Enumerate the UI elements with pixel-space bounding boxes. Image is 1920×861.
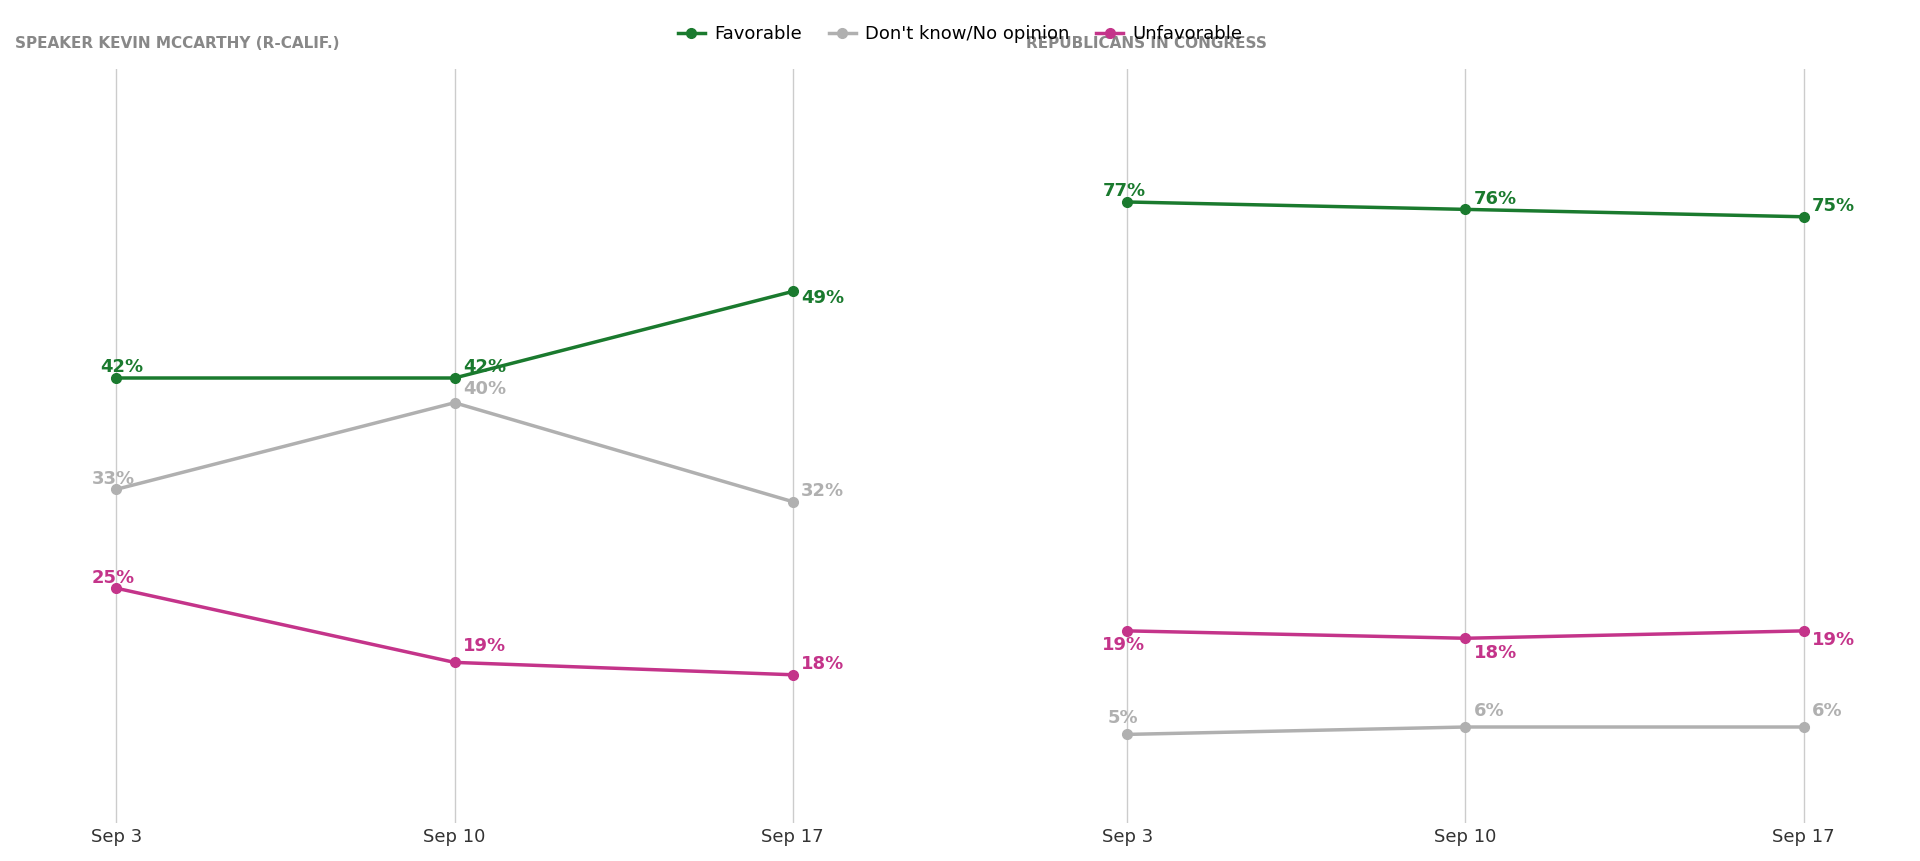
Text: 76%: 76% (1475, 189, 1517, 208)
Text: 25%: 25% (92, 568, 134, 586)
Text: 49%: 49% (801, 288, 845, 307)
Text: 42%: 42% (100, 358, 142, 376)
Text: 18%: 18% (801, 655, 845, 673)
Text: 77%: 77% (1102, 183, 1146, 201)
Text: 33%: 33% (92, 470, 134, 487)
Text: 19%: 19% (1812, 631, 1855, 649)
Text: 6%: 6% (1475, 702, 1505, 720)
Text: 18%: 18% (1475, 644, 1517, 662)
Text: 5%: 5% (1108, 709, 1139, 728)
Text: SPEAKER KEVIN MCCARTHY (R-CALIF.): SPEAKER KEVIN MCCARTHY (R-CALIF.) (15, 36, 340, 51)
Text: 19%: 19% (1102, 636, 1146, 654)
Text: REPUBLICANS IN CONGRESS: REPUBLICANS IN CONGRESS (1025, 36, 1267, 51)
Text: 19%: 19% (463, 637, 507, 655)
Text: 40%: 40% (463, 381, 507, 399)
Text: 6%: 6% (1812, 702, 1843, 720)
Text: 42%: 42% (463, 358, 507, 376)
Text: 75%: 75% (1812, 197, 1855, 215)
Legend: Favorable, Don't know/No opinion, Unfavorable: Favorable, Don't know/No opinion, Unfavo… (670, 17, 1250, 50)
Text: 32%: 32% (801, 482, 845, 500)
